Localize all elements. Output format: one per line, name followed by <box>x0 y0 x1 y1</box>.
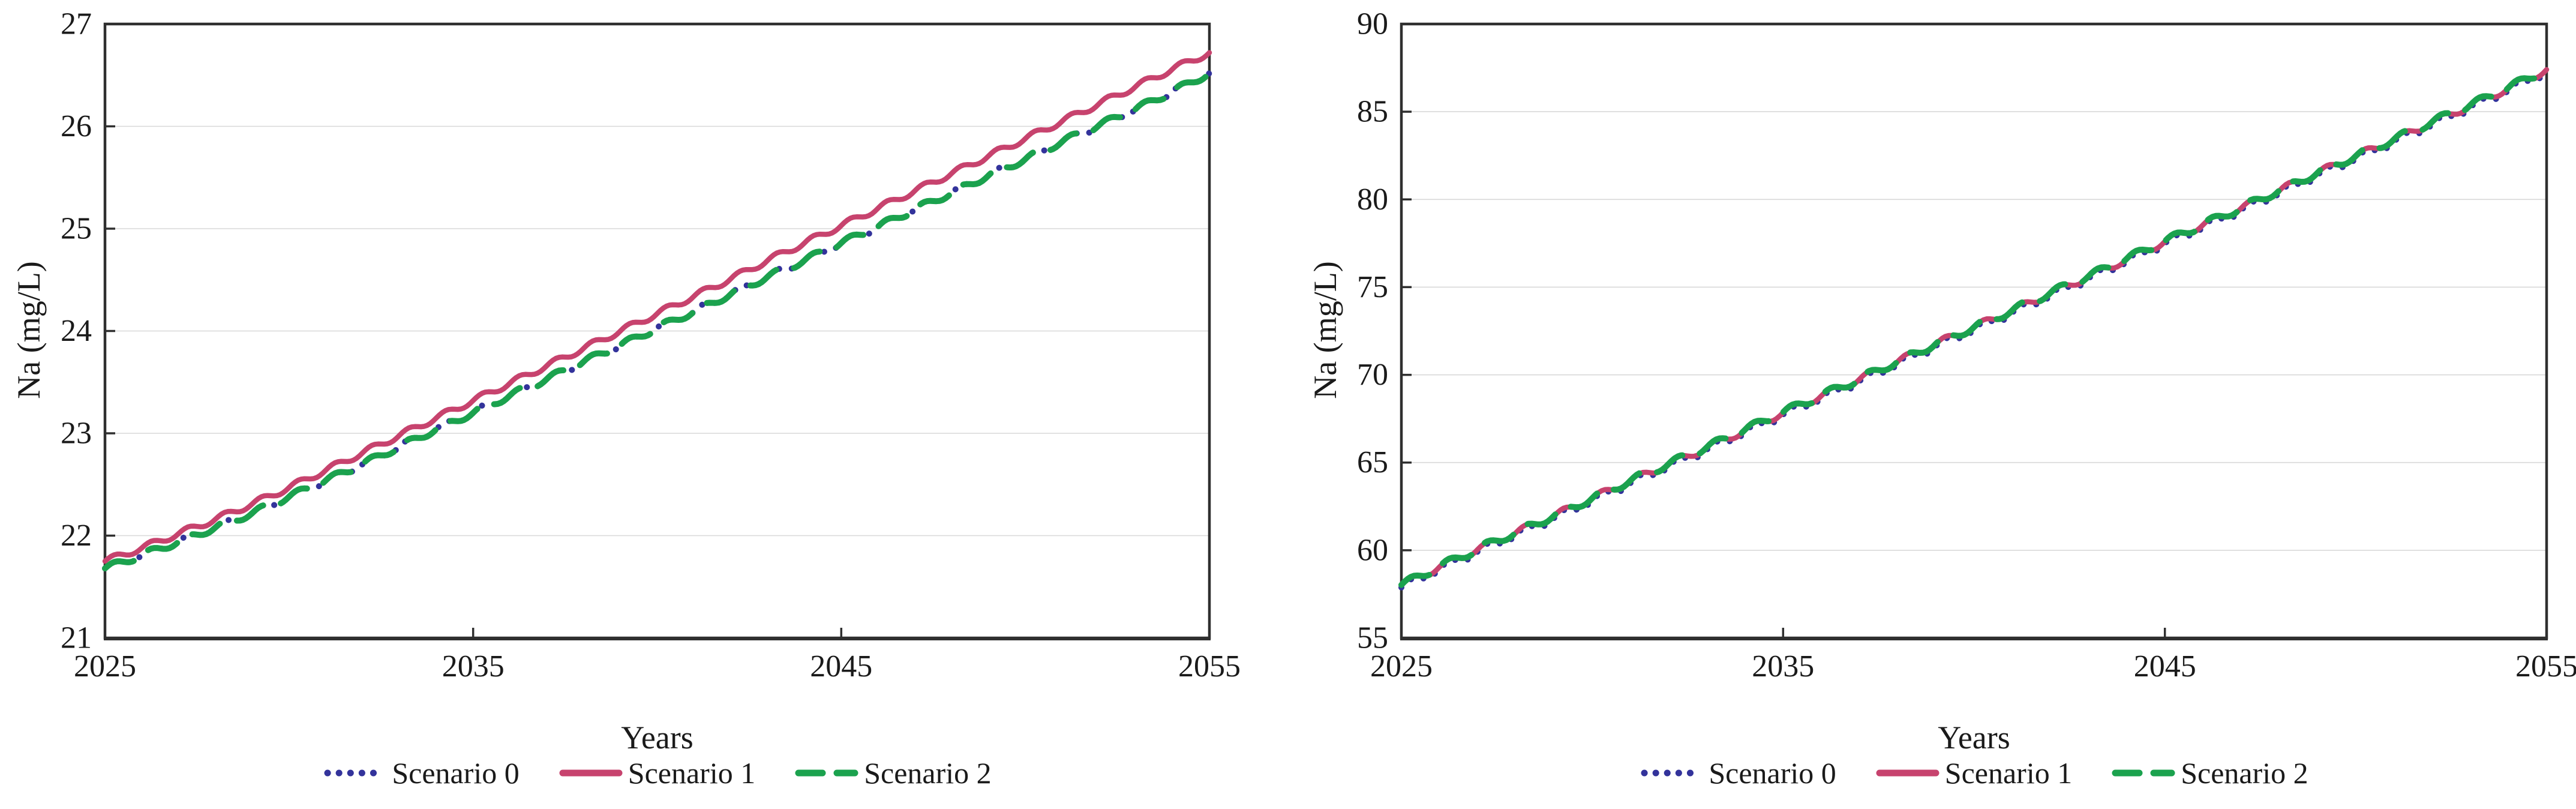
left-legend: Scenario 0 Scenario 1 Scenario 2 <box>105 750 1209 796</box>
y-tick-label: 80 <box>1357 182 1388 217</box>
x-tick-label: 2035 <box>1752 649 1814 684</box>
legend-item-scenario-0: Scenario 0 <box>323 756 520 790</box>
legend-label: Scenario 0 <box>392 756 520 790</box>
y-tick-label: 24 <box>61 314 92 348</box>
y-tick-label: 85 <box>1357 95 1388 129</box>
x-tick-label: 2025 <box>74 649 136 684</box>
dashed-line-marker <box>795 769 858 777</box>
right-chart-plot-area: 55 60 65 70 75 80 85 90 2025 2035 2045 2055 <box>1357 7 2576 684</box>
y-tick-label: 65 <box>1357 445 1388 480</box>
y-tick-label: 75 <box>1357 270 1388 304</box>
series-line-scenario-1 <box>102 50 1212 564</box>
solid-line-marker <box>1876 769 1939 777</box>
x-tick-label: 2055 <box>2515 649 2576 684</box>
series-line-scenario-0 <box>102 70 1212 572</box>
left-x-axis-title: Years <box>621 720 693 756</box>
right-legend: Scenario 0 Scenario 1 Scenario 2 <box>1401 750 2547 796</box>
left-y-axis-title: Na (mg/L) <box>11 261 47 399</box>
right-y-axis-title: Na (mg/L) <box>1307 261 1343 399</box>
series-line-scenario-2 <box>1398 66 2550 588</box>
y-tick-label: 21 <box>61 621 92 655</box>
y-tick-label: 55 <box>1357 621 1388 655</box>
y-tick-label: 26 <box>61 109 92 143</box>
x-tick-label: 2045 <box>810 649 872 684</box>
series-line-scenario-2 <box>102 70 1212 572</box>
x-tick-label: 2025 <box>1370 649 1433 684</box>
legend-label: Scenario 2 <box>2181 756 2308 790</box>
dashed-line-marker <box>2112 769 2175 777</box>
legend-item-scenario-1: Scenario 1 <box>1876 756 2072 790</box>
solid-line-marker <box>559 769 623 777</box>
legend-label: Scenario 0 <box>1709 756 1836 790</box>
chart-sodium-low: 21 22 23 24 25 26 27 2025 2035 2045 2055 Na (mg/L)… <box>11 7 1241 796</box>
dotted-line-marker <box>1641 769 1702 777</box>
y-tick-label: 22 <box>61 519 92 553</box>
y-tick-label: 23 <box>61 417 92 451</box>
legend-item-scenario-0: Scenario 0 <box>1640 756 1836 790</box>
y-tick-label: 90 <box>1357 7 1388 41</box>
legend-item-scenario-1: Scenario 1 <box>559 756 755 790</box>
x-tick-label: 2055 <box>1178 649 1241 684</box>
legend-label: Scenario 1 <box>1944 756 2073 790</box>
legend-item-scenario-2: Scenario 2 <box>795 756 992 790</box>
legend-label: Scenario 1 <box>628 756 756 790</box>
left-chart-plot-area: 21 22 23 24 25 26 27 2025 2035 2045 2055 <box>61 7 1241 684</box>
x-tick-label: 2045 <box>2134 649 2196 684</box>
legend-item-scenario-2: Scenario 2 <box>2112 756 2308 790</box>
y-tick-label: 60 <box>1357 533 1388 567</box>
x-tick-label: 2035 <box>442 649 505 684</box>
dotted-line-marker <box>324 769 385 777</box>
right-x-axis-title: Years <box>1938 720 2010 756</box>
chart-sodium-high: 55 60 65 70 75 80 85 90 2025 2035 2045 2055 Na (mg/… <box>1288 0 2576 809</box>
y-tick-label: 27 <box>61 7 92 41</box>
y-tick-label: 25 <box>61 212 92 246</box>
legend-label: Scenario 2 <box>864 756 992 790</box>
y-tick-label: 70 <box>1357 358 1388 392</box>
